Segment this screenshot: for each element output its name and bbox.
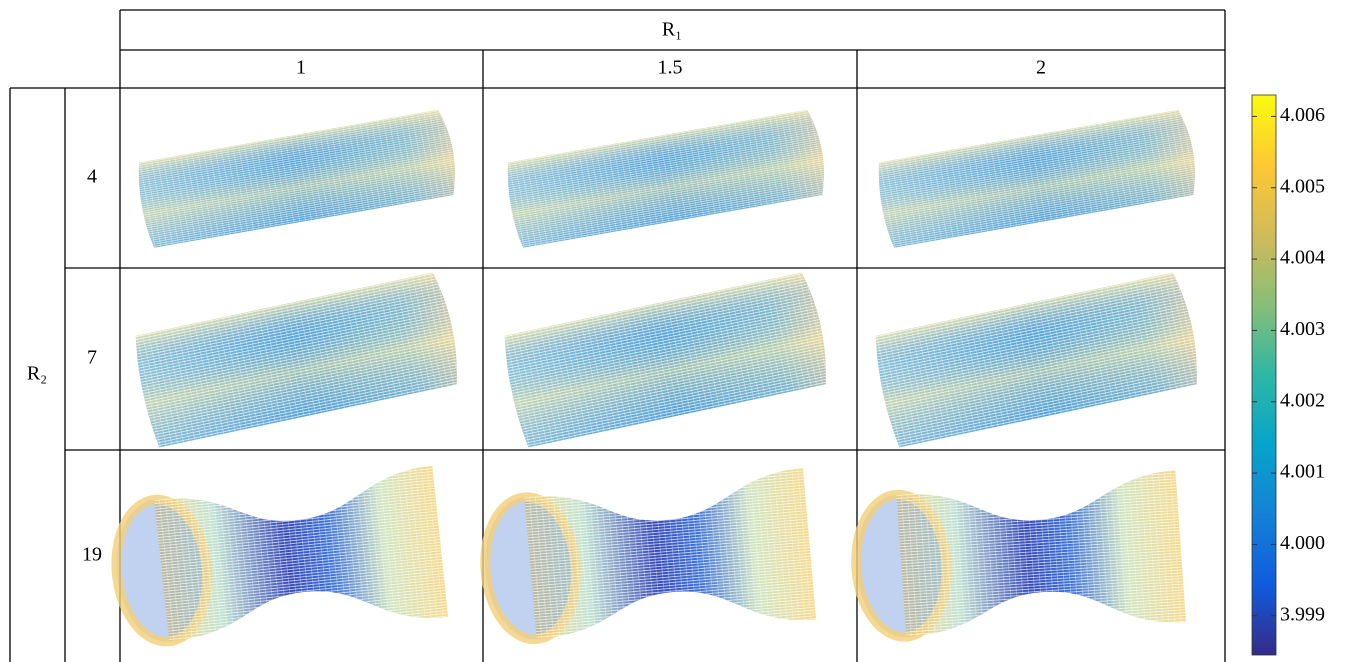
colorbar-tick-label: 4.002 <box>1280 389 1325 411</box>
column-header: 2 <box>1036 57 1046 79</box>
column-header: 1.5 <box>658 57 683 79</box>
cell-image <box>134 109 460 249</box>
column-header: 1 <box>296 57 306 79</box>
colorbar-tick-label: 4.000 <box>1280 532 1325 554</box>
cell-image <box>851 470 1186 644</box>
row-header: 19 <box>82 544 102 566</box>
cell-image <box>503 109 829 249</box>
colorbar-tick-label: 4.006 <box>1280 104 1325 126</box>
row-group-header: R₂ <box>27 363 47 385</box>
colorbar-tick-label: 4.005 <box>1280 175 1325 197</box>
cell-image <box>479 468 816 648</box>
cell-image <box>131 271 464 448</box>
cell-image <box>871 271 1204 448</box>
colorbar-tick-label: 4.004 <box>1280 247 1325 269</box>
colorbar-tick-label: 3.999 <box>1280 603 1325 625</box>
colorbar-tick-label: 4.001 <box>1280 461 1325 483</box>
row-header: 7 <box>87 347 97 369</box>
col-group-header: R₁ <box>662 19 682 41</box>
colorbar-tick-label: 4.003 <box>1280 318 1325 340</box>
colorbar <box>1252 95 1276 655</box>
figure-table: R₁ R₂ 1 1.5 2 4 7 19 4.006 4.005 4.004 4.003 4.002… <box>0 0 1362 662</box>
cell-image <box>109 466 448 651</box>
cell-image <box>874 109 1200 249</box>
cell-image <box>500 271 833 448</box>
row-header: 4 <box>87 166 97 188</box>
